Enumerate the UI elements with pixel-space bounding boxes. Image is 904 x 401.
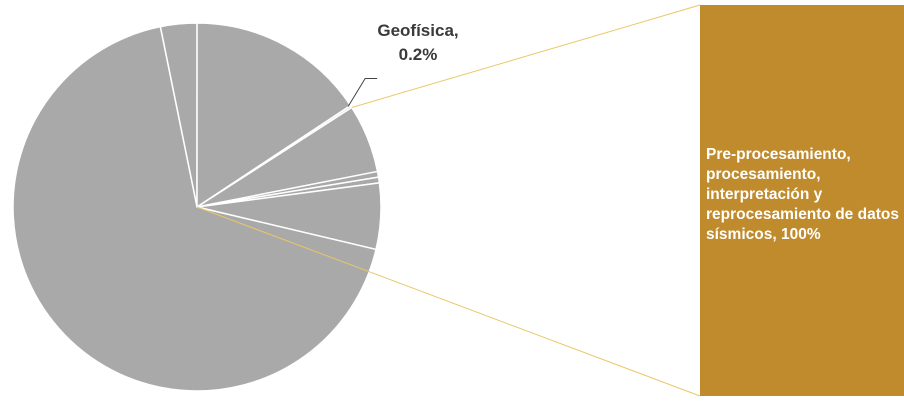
slice-label-line: 0.2% (399, 45, 438, 64)
pie-slice (12, 25, 377, 392)
bar-segment (700, 5, 904, 396)
connector (196, 206, 701, 397)
bar-label: Pre-procesamiento, procesamiento, interp… (706, 146, 899, 243)
pie-slice (196, 22, 352, 209)
slice-label: Geofísica, 0.2% (377, 21, 458, 64)
connector (351, 4, 701, 108)
slice-label-line: Geofísica, (377, 21, 458, 40)
leader-line (347, 78, 378, 107)
